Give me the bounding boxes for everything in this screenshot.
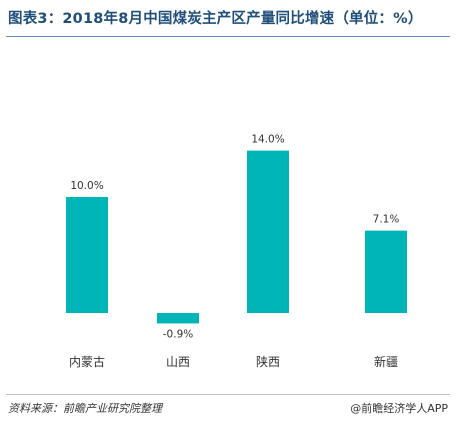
bar-内蒙古 xyxy=(66,197,108,313)
category-label: 陕西 xyxy=(256,354,280,369)
data-label: 14.0% xyxy=(251,134,284,146)
bar-新疆 xyxy=(365,230,407,313)
bar-chart: 10.0% 内蒙古 -0.9% 山西 14.0% 陕西 7.1% 新疆 xyxy=(66,134,407,369)
chart-title: 图表3：2018年8月中国煤炭主产区产量同比增速（单位：%） xyxy=(8,11,423,27)
bar-山西 xyxy=(157,313,199,324)
source-note: 资料来源：前瞻产业研究院整理 xyxy=(8,402,162,415)
brand-credit: @前瞻经济学人APP xyxy=(350,402,448,415)
data-label: -0.9% xyxy=(163,328,193,340)
data-label: 10.0% xyxy=(70,180,103,192)
category-label: 新疆 xyxy=(374,354,398,369)
title-divider xyxy=(6,36,450,37)
data-label: 7.1% xyxy=(373,214,400,226)
bar-陕西 xyxy=(247,150,289,313)
category-label: 内蒙古 xyxy=(69,354,105,369)
footer-divider xyxy=(6,394,450,395)
category-label: 山西 xyxy=(166,355,190,369)
